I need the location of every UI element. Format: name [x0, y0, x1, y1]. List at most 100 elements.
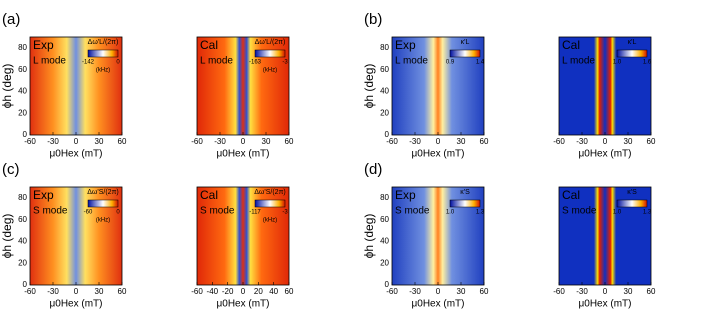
x-tick-label: -20	[222, 287, 234, 296]
plot-tag: Cal	[562, 188, 580, 202]
x-tick-label: -30	[214, 137, 226, 146]
x-axis-label: μ0Hex (mT)	[412, 299, 465, 310]
x-tick-label: -60	[191, 287, 203, 296]
x-tick-label: 60	[647, 287, 656, 296]
colorbar-tick: 1.0	[613, 60, 622, 66]
y-tick-label: 0	[385, 280, 390, 289]
plot-tag: Exp	[33, 188, 54, 202]
plot-tag: Exp	[395, 38, 416, 52]
y-tick-label: 60	[380, 215, 389, 224]
x-tick-label: -60	[553, 137, 565, 146]
colorbar-unit: (kHz)	[263, 218, 277, 224]
x-axis-label: μ0Hex (mT)	[50, 299, 103, 310]
colorbar-tick: 1.3	[476, 210, 485, 216]
x-tick-label: -40	[207, 287, 219, 296]
mode-label: S mode	[395, 206, 430, 217]
y-tick-label: 0	[23, 280, 28, 289]
colorbar-tick: -3	[282, 60, 288, 66]
plot-tag: Cal	[200, 188, 218, 202]
x-tick-label: -30	[47, 287, 59, 296]
x-axis-label: μ0Hex (mT)	[217, 149, 270, 160]
y-tick-label: 80	[380, 193, 389, 202]
colorbar	[616, 49, 648, 58]
x-tick-label: -30	[576, 287, 588, 296]
colorbar	[449, 49, 481, 58]
x-tick-label: 0	[603, 287, 608, 296]
x-tick-label: -30	[409, 287, 421, 296]
y-tick-label: 20	[380, 108, 389, 117]
x-axis-label: μ0Hex (mT)	[412, 149, 465, 160]
colorbar-tick: -60	[84, 210, 93, 216]
colorbar-title: κ'L	[628, 39, 637, 46]
panel-label: (b)	[364, 11, 382, 28]
y-tick-label: 20	[18, 258, 27, 267]
x-tick-label: 0	[436, 137, 441, 146]
x-axis-label: μ0Hex (mT)	[579, 149, 632, 160]
x-tick-label: 60	[480, 137, 489, 146]
x-tick-label: 60	[285, 287, 294, 296]
x-tick-label: 0	[241, 137, 246, 146]
x-tick-label: 60	[480, 287, 489, 296]
x-tick-label: -60	[386, 137, 398, 146]
colorbar-title: Δω'L/(2π)	[255, 39, 286, 46]
y-tick-label: 40	[18, 237, 27, 246]
x-tick-label: 0	[74, 137, 79, 146]
x-tick-label: 40	[269, 287, 278, 296]
y-tick-label: 60	[380, 65, 389, 74]
colorbar	[87, 199, 119, 208]
colorbar-title: κ'L	[461, 39, 470, 46]
x-tick-label: 30	[262, 137, 271, 146]
colorbar-tick: 0	[116, 210, 120, 216]
x-tick-label: -30	[47, 137, 59, 146]
y-tick-label: 80	[18, 193, 27, 202]
x-axis-label: μ0Hex (mT)	[217, 299, 270, 310]
colorbar-title: Δω'S/(2π)	[87, 189, 118, 196]
colorbar-tick: -142	[82, 60, 95, 66]
y-tick-label: 40	[380, 237, 389, 246]
colorbar-tick: 1.0	[613, 210, 622, 216]
colorbar-tick: 1.3	[643, 210, 652, 216]
colorbar-title: κ'S	[627, 189, 637, 196]
x-tick-label: 30	[457, 137, 466, 146]
panel-label: (d)	[364, 161, 382, 178]
x-axis-label: μ0Hex (mT)	[579, 299, 632, 310]
mode-label: S mode	[200, 206, 235, 217]
y-tick-label: 20	[18, 108, 27, 117]
colorbar-tick: -3	[282, 210, 288, 216]
y-axis-label: ϕh (deg)	[362, 64, 376, 109]
plot-tag: Cal	[562, 38, 580, 52]
y-tick-label: 60	[18, 215, 27, 224]
y-axis-label: ϕh (deg)	[0, 64, 14, 109]
x-tick-label: -60	[553, 287, 565, 296]
x-tick-label: 30	[95, 287, 104, 296]
x-tick-label: 20	[254, 287, 263, 296]
mode-label: L mode	[395, 56, 428, 67]
colorbar-title: κ'S	[460, 189, 470, 196]
y-tick-label: 40	[18, 87, 27, 96]
mode-label: S mode	[33, 206, 68, 217]
colorbar-title: Δω'L/(2π)	[88, 39, 119, 46]
x-tick-label: -60	[24, 287, 36, 296]
x-tick-label: -60	[24, 137, 36, 146]
y-axis-label: ϕh (deg)	[362, 214, 376, 259]
x-tick-label: 0	[603, 137, 608, 146]
x-tick-label: 60	[285, 137, 294, 146]
colorbar-unit: (kHz)	[96, 68, 110, 74]
colorbar	[616, 199, 648, 208]
x-tick-label: -30	[576, 137, 588, 146]
x-tick-label: 60	[118, 287, 127, 296]
x-tick-label: -60	[386, 287, 398, 296]
colorbar-tick: 1.0	[446, 210, 455, 216]
plot-tag: Exp	[395, 188, 416, 202]
y-tick-label: 80	[18, 43, 27, 52]
colorbar-tick: 1.4	[476, 60, 485, 66]
colorbar	[254, 199, 286, 208]
y-tick-label: 0	[385, 130, 390, 139]
x-tick-label: -30	[409, 137, 421, 146]
mode-label: L mode	[562, 56, 595, 67]
x-tick-label: 0	[74, 287, 79, 296]
mode-label: L mode	[200, 56, 233, 67]
colorbar-tick: 0	[116, 60, 120, 66]
colorbar-tick: 1.6	[643, 60, 652, 66]
